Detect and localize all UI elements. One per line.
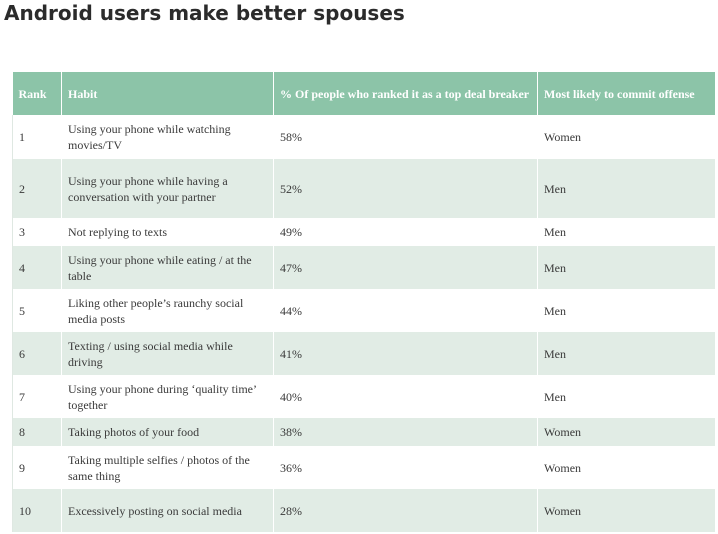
page-title: Android users make better spouses: [4, 1, 405, 25]
rank-cell: 7: [12, 375, 62, 418]
habit-cell: Using your phone while eating / at the t…: [61, 246, 274, 289]
rank-cell: 1: [12, 115, 62, 159]
habit-cell: Excessively posting on social media: [61, 489, 274, 532]
likely-offender-cell: Women: [537, 446, 715, 489]
percent-cell: 36%: [273, 446, 538, 489]
habit-cell: Taking photos of your food: [61, 418, 274, 446]
table-row: 10 Excessively posting on social media 2…: [12, 489, 715, 532]
rank-cell: 3: [12, 218, 62, 246]
header-habit: Habit: [61, 72, 274, 115]
table-row: 8 Taking photos of your food 38% Women: [12, 418, 715, 446]
habit-cell: Not replying to texts: [61, 218, 274, 246]
likely-offender-cell: Men: [537, 332, 715, 375]
table-header-row: Rank Habit % Of people who ranked it as …: [12, 72, 715, 115]
header-likely-offender: Most likely to commit offense: [537, 72, 715, 115]
header-rank: Rank: [12, 72, 62, 115]
habit-cell: Texting / using social media while drivi…: [61, 332, 274, 375]
likely-offender-cell: Men: [537, 289, 715, 332]
percent-cell: 28%: [273, 489, 538, 532]
percent-cell: 41%: [273, 332, 538, 375]
table-row: 2 Using your phone while having a conver…: [12, 159, 715, 218]
percent-cell: 58%: [273, 115, 538, 159]
table-row: 3 Not replying to texts 49% Men: [12, 218, 715, 246]
percent-cell: 52%: [273, 159, 538, 218]
percent-cell: 47%: [273, 246, 538, 289]
rank-cell: 2: [12, 159, 62, 218]
percent-cell: 38%: [273, 418, 538, 446]
table-row: 6 Texting / using social media while dri…: [12, 332, 715, 375]
habit-cell: Taking multiple selfies / photos of the …: [61, 446, 274, 489]
rank-cell: 9: [12, 446, 62, 489]
rank-cell: 5: [12, 289, 62, 332]
likely-offender-cell: Women: [537, 489, 715, 532]
table-row: 1 Using your phone while watching movies…: [12, 115, 715, 159]
table-row: 5 Liking other people’s raunchy social m…: [12, 289, 715, 332]
rank-cell: 6: [12, 332, 62, 375]
habits-table: Rank Habit % Of people who ranked it as …: [12, 72, 715, 532]
header-percent: % Of people who ranked it as a top deal …: [273, 72, 538, 115]
rank-cell: 10: [12, 489, 62, 532]
habit-cell: Using your phone while having a conversa…: [61, 159, 274, 218]
percent-cell: 49%: [273, 218, 538, 246]
percent-cell: 44%: [273, 289, 538, 332]
likely-offender-cell: Men: [537, 246, 715, 289]
habit-cell: Using your phone while watching movies/T…: [61, 115, 274, 159]
percent-cell: 40%: [273, 375, 538, 418]
likely-offender-cell: Men: [537, 159, 715, 218]
table-row: 7 Using your phone during ‘quality time’…: [12, 375, 715, 418]
habit-cell: Liking other people’s raunchy social med…: [61, 289, 274, 332]
table-row: 9 Taking multiple selfies / photos of th…: [12, 446, 715, 489]
habit-cell: Using your phone during ‘quality time’ t…: [61, 375, 274, 418]
likely-offender-cell: Women: [537, 115, 715, 159]
likely-offender-cell: Men: [537, 218, 715, 246]
rank-cell: 4: [12, 246, 62, 289]
rank-cell: 8: [12, 418, 62, 446]
likely-offender-cell: Women: [537, 418, 715, 446]
table-row: 4 Using your phone while eating / at the…: [12, 246, 715, 289]
likely-offender-cell: Men: [537, 375, 715, 418]
